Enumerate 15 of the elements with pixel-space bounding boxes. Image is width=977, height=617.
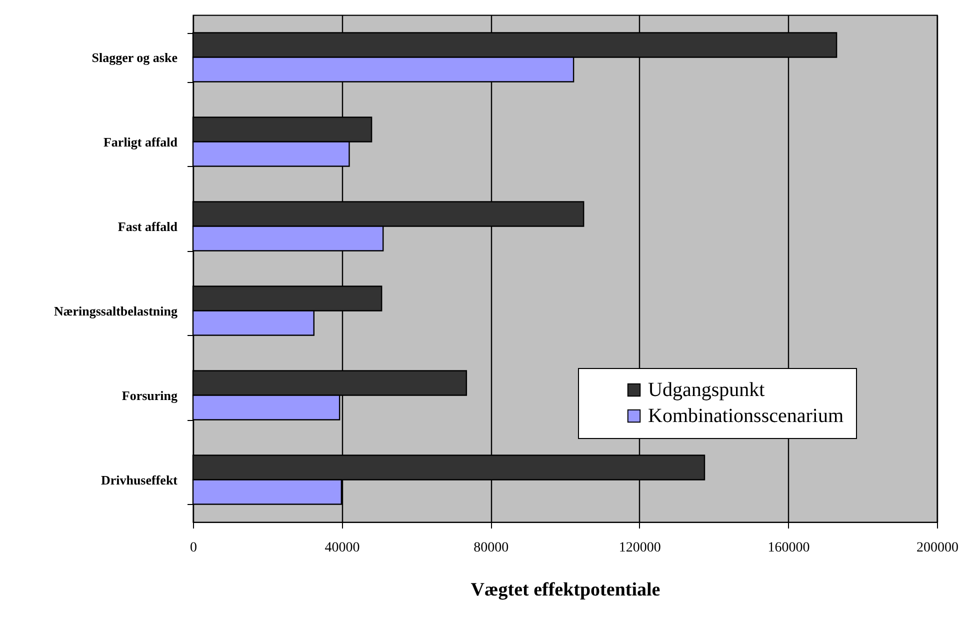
legend-label: Kombinationsscenarium [648,405,844,427]
x-tick-label: 120000 [618,540,661,556]
x-tick-label: 160000 [768,540,810,556]
x-axis-title: Vægtet effektpotentiale [470,580,660,600]
x-tick-label: 200000 [916,540,958,556]
legend-label: Udgangspunkt [648,379,766,401]
y-tick-label: Slagger og aske [92,50,178,65]
x-tick-label: 0 [190,540,197,556]
y-tick-label: Næringssaltbelastning [54,303,178,318]
y-tick-label: Drivhuseffekt [100,472,178,488]
y-tick-label: Forsuring [122,388,178,403]
x-tick-label: 80000 [474,540,509,556]
y-tick-label: Farligt affald [103,134,178,150]
x-tick-label: 40000 [324,540,360,556]
y-tick-label: Fast affald [118,218,178,234]
